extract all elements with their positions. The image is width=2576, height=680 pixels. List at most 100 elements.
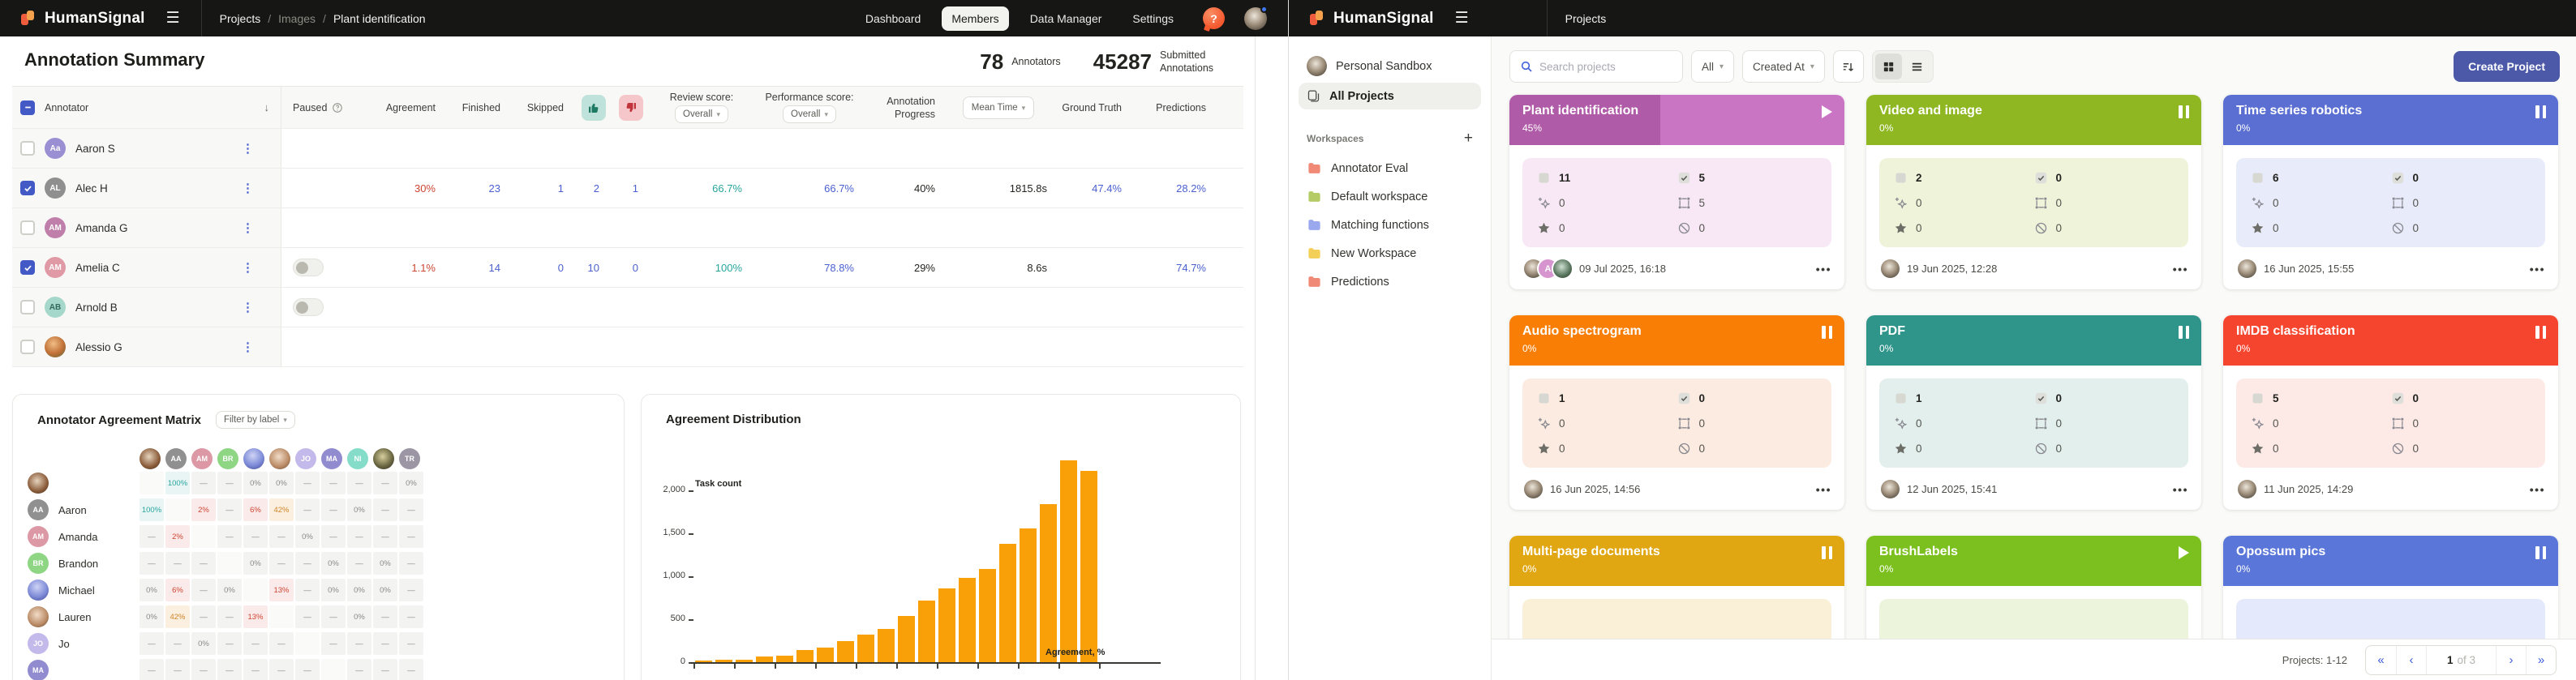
add-workspace-button[interactable]: + (1463, 130, 1473, 147)
pause-icon[interactable] (2179, 105, 2189, 118)
sidebar-item-default-workspace[interactable]: Default workspace (1299, 182, 1481, 211)
column-header-up (578, 87, 614, 128)
hamburger-menu-icon[interactable]: ☰ (1454, 10, 1469, 27)
row-checkbox[interactable] (20, 300, 35, 315)
select-all-checkbox[interactable] (20, 100, 35, 115)
matrix-cell: — (295, 579, 320, 602)
sidebar-item-personal-sandbox[interactable]: Personal Sandbox (1299, 49, 1481, 83)
sort-order-button[interactable] (1832, 50, 1864, 83)
chart-title: Agreement Distribution (666, 413, 801, 427)
sqr-icon (2251, 391, 2265, 405)
x-axis (690, 662, 1161, 665)
list-view-button[interactable] (1904, 53, 1930, 79)
row-checkbox[interactable] (20, 220, 35, 236)
cell-up: 2 (578, 169, 614, 207)
humansignal-logo[interactable]: HumanSignal (21, 10, 145, 28)
tab-members[interactable]: Members (942, 6, 1009, 31)
humansignal-logo[interactable]: HumanSignal (1310, 10, 1434, 28)
card-menu-icon[interactable]: ••• (2172, 482, 2188, 496)
pause-icon[interactable] (2179, 326, 2189, 339)
table-row[interactable]: AM Amelia C ⋮ 1.1% 14 0 10 0 100% 78.8% 29% 8.6s 74.… (12, 248, 1243, 289)
hamburger-menu-icon[interactable]: ☰ (165, 10, 180, 27)
project-card-plant-identification[interactable]: Plant identification 45% 11 5 0 5 0 0 A 09 Jul 20… (1509, 95, 1844, 289)
project-card-time-series-robotics[interactable]: Time series robotics 0% 6 0 0 0 0 0 16 Jun 2025,… (2223, 95, 2558, 289)
info-icon[interactable] (332, 102, 343, 113)
prev-page-button[interactable]: ‹ (2396, 645, 2426, 674)
folder-icon (1307, 217, 1322, 233)
next-page-button[interactable]: › (2496, 645, 2526, 674)
histogram-bar (959, 578, 976, 663)
card-menu-icon[interactable]: ••• (2529, 262, 2545, 276)
cell-up (578, 288, 614, 327)
table-row[interactable]: Alessio G ⋮ al (12, 327, 1243, 368)
pause-icon[interactable] (2535, 105, 2546, 118)
card-menu-icon[interactable]: ••• (1815, 482, 1831, 496)
pause-icon[interactable] (1822, 326, 1832, 339)
breadcrumb-item[interactable]: Projects (1565, 11, 1607, 25)
project-card-pdf[interactable]: PDF 0% 1 0 0 0 0 0 12 Jun 2025, 15:41 ••• (1866, 315, 2201, 510)
breadcrumb-item[interactable]: Plant identification (333, 11, 426, 25)
filter-by-label-select[interactable]: Filter by label ▾ (215, 411, 295, 430)
row-menu-icon[interactable]: ⋮ (242, 221, 255, 236)
paused-toggle[interactable] (293, 259, 324, 277)
table-row[interactable]: AL Alec H ⋮ 30% 23 1 2 1 66.7% 66.7% 40% 1815.8s 47.… (12, 169, 1243, 209)
project-progress: 0% (1879, 122, 1894, 134)
card-menu-icon[interactable]: ••• (2172, 262, 2188, 276)
tab-settings[interactable]: Settings (1132, 11, 1174, 25)
row-menu-icon[interactable]: ⋮ (242, 261, 255, 276)
pause-icon[interactable] (1822, 546, 1832, 559)
card-menu-icon[interactable]: ••• (2529, 482, 2545, 496)
row-checkbox[interactable] (20, 340, 35, 355)
last-page-button[interactable]: » (2526, 645, 2556, 674)
pause-icon[interactable] (2535, 546, 2546, 559)
sort-arrow-icon[interactable]: ↓ (264, 101, 270, 114)
card-menu-icon[interactable]: ••• (1815, 262, 1831, 276)
review-overall-select[interactable]: Overall ▾ (675, 105, 728, 124)
table-row[interactable]: Aa Aaron S ⋮ al (12, 129, 1243, 169)
chkchip-icon (1677, 391, 1691, 405)
row-checkbox[interactable] (20, 141, 35, 156)
sidebar-item-new-workspace[interactable]: New Workspace (1299, 239, 1481, 267)
table-row[interactable]: AB Arnold B ⋮ al (12, 288, 1243, 328)
create-project-button[interactable]: Create Project (2454, 51, 2560, 82)
sort-by-select[interactable]: Created At ▾ (1742, 50, 1825, 83)
play-icon[interactable] (1822, 105, 1832, 118)
project-card-video-and-image[interactable]: Video and image 0% 2 0 0 0 0 0 19 Jun 2025, 12:2… (1866, 95, 2201, 289)
filter-all-select[interactable]: All ▾ (1691, 50, 1735, 83)
user-avatar[interactable] (1244, 5, 1268, 30)
help-icon[interactable]: ? (1203, 7, 1225, 29)
breadcrumb-item[interactable]: Projects (219, 11, 261, 25)
tab-data-manager[interactable]: Data Manager (1029, 11, 1102, 25)
sidebar-item-all-projects[interactable]: All Projects (1299, 83, 1481, 109)
paused-toggle[interactable] (293, 298, 324, 317)
matrix-cell: — (399, 605, 423, 629)
sidebar-item-annotator-eval[interactable]: Annotator Eval (1299, 154, 1481, 182)
card-header: Multi-page documents 0% (1509, 536, 1844, 586)
row-menu-icon[interactable]: ⋮ (242, 340, 255, 355)
sidebar-item-matching-functions[interactable]: Matching functions (1299, 211, 1481, 239)
cell-performance: 66.7% (757, 169, 869, 207)
row-menu-icon[interactable]: ⋮ (242, 301, 255, 315)
annotator-name: Alessio G (75, 340, 122, 353)
table-row[interactable]: AM Amanda G ⋮ al (12, 208, 1243, 249)
spark-icon (1537, 417, 1551, 430)
project-card-imdb-classification[interactable]: IMDB classification 0% 5 0 0 0 0 0 11 Jun 2025, … (2223, 315, 2558, 510)
project-card-audio-spectrogram[interactable]: Audio spectrogram 0% 1 0 0 0 0 0 16 Jun 2025, 14… (1509, 315, 1844, 510)
cell-performance (757, 208, 869, 247)
row-menu-icon[interactable]: ⋮ (242, 142, 255, 156)
row-menu-icon[interactable]: ⋮ (242, 182, 255, 196)
sidebar-item-predictions[interactable]: Predictions (1299, 267, 1481, 296)
row-checkbox[interactable] (20, 181, 35, 196)
grid-view-button[interactable] (1874, 53, 1902, 79)
breadcrumb-item[interactable]: Images (278, 11, 316, 25)
performance-overall-select[interactable]: Overall ▾ (783, 105, 836, 124)
row-checkbox[interactable] (20, 260, 35, 276)
matrix-cell: — (269, 552, 294, 575)
play-icon[interactable] (2179, 546, 2189, 559)
mean-time-select[interactable]: Mean Time ▾ (962, 96, 1035, 119)
search-input[interactable] (1539, 60, 1672, 73)
tab-dashboard[interactable]: Dashboard (865, 11, 921, 25)
first-page-button[interactable]: « (2377, 652, 2385, 667)
annotator-avatar: AM (45, 257, 66, 279)
pause-icon[interactable] (2535, 326, 2546, 339)
